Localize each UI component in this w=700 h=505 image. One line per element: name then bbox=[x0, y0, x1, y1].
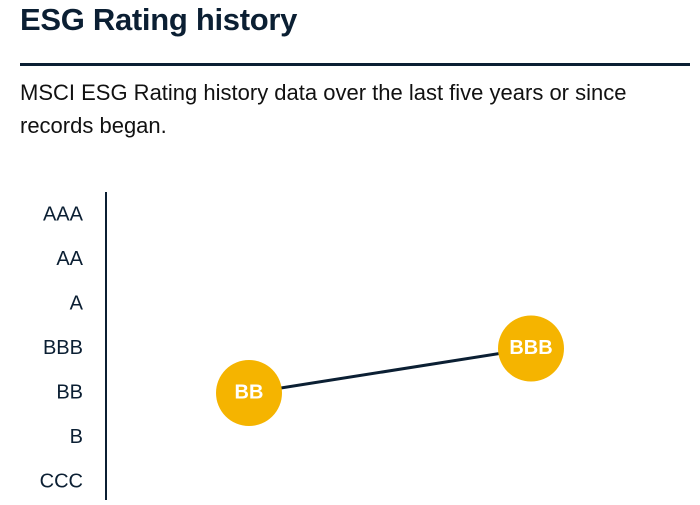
y-tick-label-b: B bbox=[70, 426, 83, 448]
data-label-bbb: BBB bbox=[509, 337, 552, 359]
series-line bbox=[248, 347, 532, 395]
y-tick-label-a: A bbox=[70, 292, 84, 314]
esg-rating-chart: AAA AA A BBB BB B CCC BB BBB bbox=[0, 170, 700, 500]
y-tick-label-aa: AA bbox=[56, 248, 83, 270]
data-label-bb: BB bbox=[235, 381, 264, 403]
y-tick-label-bbb: BBB bbox=[43, 337, 83, 359]
page-description: MSCI ESG Rating history data over the la… bbox=[20, 80, 627, 138]
page-title: ESG Rating history bbox=[20, 2, 298, 37]
y-tick-label-aaa: AAA bbox=[43, 203, 84, 225]
title-divider bbox=[20, 63, 690, 66]
y-tick-label-bb: BB bbox=[56, 381, 83, 403]
data-point-bbb bbox=[498, 315, 564, 382]
y-tick-label-ccc: CCC bbox=[40, 470, 83, 492]
data-point-bb bbox=[216, 360, 282, 426]
